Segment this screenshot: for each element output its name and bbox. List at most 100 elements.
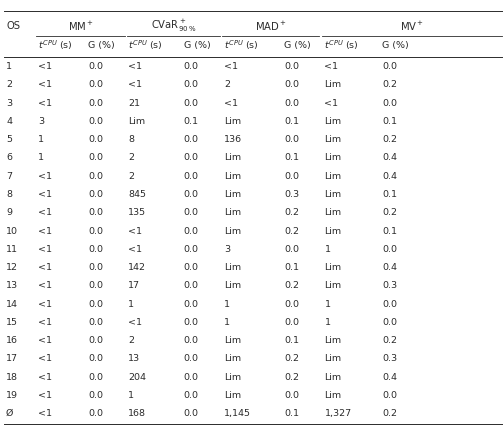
- Text: MM$^+$: MM$^+$: [67, 20, 94, 33]
- Text: 0.1: 0.1: [284, 117, 299, 126]
- Text: Lim: Lim: [224, 190, 241, 199]
- Text: $\mathit{t}^{CPU}$ (s): $\mathit{t}^{CPU}$ (s): [324, 39, 359, 53]
- Text: 0.1: 0.1: [382, 227, 397, 236]
- Text: 4: 4: [6, 117, 12, 126]
- Text: Lim: Lim: [224, 391, 241, 400]
- Text: 0.0: 0.0: [184, 318, 199, 327]
- Text: 0.0: 0.0: [88, 245, 103, 254]
- Text: 0.2: 0.2: [382, 80, 397, 89]
- Text: <1: <1: [38, 391, 52, 400]
- Text: <1: <1: [224, 99, 238, 108]
- Text: 0.4: 0.4: [382, 172, 397, 181]
- Text: 0.0: 0.0: [284, 135, 299, 144]
- Text: 0.2: 0.2: [382, 208, 397, 217]
- Text: 1: 1: [6, 62, 12, 71]
- Text: 0.0: 0.0: [88, 172, 103, 181]
- Text: 0.0: 0.0: [184, 263, 199, 272]
- Text: Lim: Lim: [224, 172, 241, 181]
- Text: 0.0: 0.0: [284, 318, 299, 327]
- Text: G (%): G (%): [184, 41, 210, 50]
- Text: 0.0: 0.0: [88, 135, 103, 144]
- Text: <1: <1: [324, 99, 339, 108]
- Text: MV$^+$: MV$^+$: [400, 20, 425, 33]
- Text: 0.0: 0.0: [88, 409, 103, 418]
- Text: 0.2: 0.2: [382, 409, 397, 418]
- Text: 0.1: 0.1: [284, 409, 299, 418]
- Text: 0.0: 0.0: [382, 391, 397, 400]
- Text: 21: 21: [128, 99, 140, 108]
- Text: 5: 5: [6, 135, 12, 144]
- Text: 0.0: 0.0: [88, 117, 103, 126]
- Text: 0.0: 0.0: [88, 318, 103, 327]
- Text: 0.0: 0.0: [382, 318, 397, 327]
- Text: 1,145: 1,145: [224, 409, 251, 418]
- Text: 9: 9: [6, 208, 12, 217]
- Text: Lim: Lim: [324, 190, 342, 199]
- Text: <1: <1: [38, 208, 52, 217]
- Text: 0.0: 0.0: [184, 62, 199, 71]
- Text: CVaR$^+_{90\,\%}$: CVaR$^+_{90\,\%}$: [151, 18, 196, 34]
- Text: $\mathit{t}^{CPU}$ (s): $\mathit{t}^{CPU}$ (s): [224, 39, 259, 53]
- Text: 204: 204: [128, 373, 146, 382]
- Text: <1: <1: [38, 190, 52, 199]
- Text: 0.0: 0.0: [88, 391, 103, 400]
- Text: 0.0: 0.0: [88, 299, 103, 309]
- Text: 1: 1: [38, 154, 44, 162]
- Text: Lim: Lim: [224, 373, 241, 382]
- Text: 0.0: 0.0: [184, 135, 199, 144]
- Text: Lim: Lim: [324, 391, 342, 400]
- Text: G (%): G (%): [284, 41, 311, 50]
- Text: 0.0: 0.0: [184, 190, 199, 199]
- Text: 0.0: 0.0: [184, 208, 199, 217]
- Text: 0.4: 0.4: [382, 154, 397, 162]
- Text: Lim: Lim: [324, 117, 342, 126]
- Text: 0.0: 0.0: [88, 281, 103, 290]
- Text: 8: 8: [128, 135, 134, 144]
- Text: 0.0: 0.0: [382, 62, 397, 71]
- Text: Lim: Lim: [324, 135, 342, 144]
- Text: 2: 2: [6, 80, 12, 89]
- Text: <1: <1: [38, 99, 52, 108]
- Text: 11: 11: [6, 245, 18, 254]
- Text: 16: 16: [6, 336, 18, 345]
- Text: 0.0: 0.0: [88, 373, 103, 382]
- Text: 1: 1: [324, 299, 330, 309]
- Text: Lim: Lim: [224, 336, 241, 345]
- Text: 0.0: 0.0: [184, 336, 199, 345]
- Text: 142: 142: [128, 263, 146, 272]
- Text: 0.2: 0.2: [284, 355, 299, 363]
- Text: 0.3: 0.3: [382, 281, 397, 290]
- Text: 0.0: 0.0: [184, 154, 199, 162]
- Text: 0.1: 0.1: [382, 190, 397, 199]
- Text: 0.1: 0.1: [184, 117, 199, 126]
- Text: 0.2: 0.2: [284, 227, 299, 236]
- Text: Lim: Lim: [224, 355, 241, 363]
- Text: 0.0: 0.0: [88, 336, 103, 345]
- Text: 2: 2: [128, 172, 134, 181]
- Text: 0.2: 0.2: [382, 135, 397, 144]
- Text: <1: <1: [128, 80, 142, 89]
- Text: 0.0: 0.0: [184, 172, 199, 181]
- Text: 0.0: 0.0: [184, 373, 199, 382]
- Text: Lim: Lim: [324, 263, 342, 272]
- Text: 1: 1: [224, 318, 230, 327]
- Text: Lim: Lim: [128, 117, 145, 126]
- Text: Lim: Lim: [324, 373, 342, 382]
- Text: <1: <1: [38, 263, 52, 272]
- Text: Lim: Lim: [324, 80, 342, 89]
- Text: 0.0: 0.0: [184, 227, 199, 236]
- Text: Lim: Lim: [224, 263, 241, 272]
- Text: 7: 7: [6, 172, 12, 181]
- Text: Lim: Lim: [324, 336, 342, 345]
- Text: $\mathit{t}^{CPU}$ (s): $\mathit{t}^{CPU}$ (s): [128, 39, 163, 53]
- Text: <1: <1: [38, 373, 52, 382]
- Text: <1: <1: [38, 336, 52, 345]
- Text: 3: 3: [224, 245, 230, 254]
- Text: <1: <1: [128, 227, 142, 236]
- Text: 0.2: 0.2: [382, 336, 397, 345]
- Text: G (%): G (%): [382, 41, 409, 50]
- Text: Lim: Lim: [224, 208, 241, 217]
- Text: 2: 2: [128, 154, 134, 162]
- Text: 0.0: 0.0: [284, 172, 299, 181]
- Text: Lim: Lim: [324, 208, 342, 217]
